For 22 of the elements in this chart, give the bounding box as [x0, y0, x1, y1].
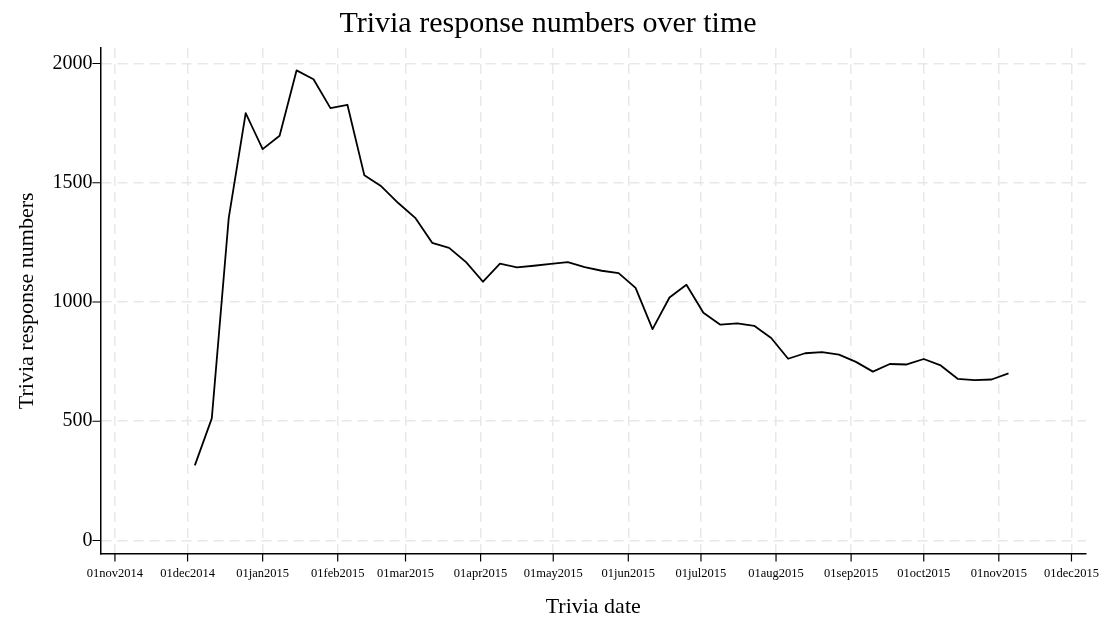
x-tick-label: 01jul2015: [675, 566, 727, 581]
x-tick-label: 01mar2015: [377, 566, 434, 581]
y-tick-label: 500: [62, 408, 93, 431]
x-tick-label: 01jun2015: [601, 566, 656, 581]
y-tick-label: 2000: [52, 50, 93, 73]
x-tick-label: 01dec2014: [160, 566, 216, 581]
x-tick-label: 01jan2015: [236, 566, 290, 581]
x-tick-label: 01oct2015: [897, 566, 951, 581]
x-tick-label: 01aug2015: [748, 566, 804, 581]
x-tick-label: 01sep2015: [824, 566, 879, 581]
x-tick-label: 01nov2014: [86, 566, 144, 581]
x-tick-label: 01nov2015: [970, 566, 1027, 581]
x-tick-label: 01feb2015: [310, 566, 365, 581]
y-tick-label: 0: [82, 527, 93, 550]
y-tick-label: 1500: [52, 170, 93, 192]
chart-title: Trivia response numbers over time: [339, 4, 757, 38]
x-tick-label: 01dec2015: [1044, 566, 1099, 581]
x-tick-label: 01apr2015: [453, 566, 508, 581]
x-tick-label: 01may2015: [523, 566, 583, 581]
y-tick-label: 1000: [52, 289, 93, 312]
y-axis-title: Trivia response numbers: [12, 192, 38, 410]
x-axis-title: Trivia date: [545, 592, 641, 618]
